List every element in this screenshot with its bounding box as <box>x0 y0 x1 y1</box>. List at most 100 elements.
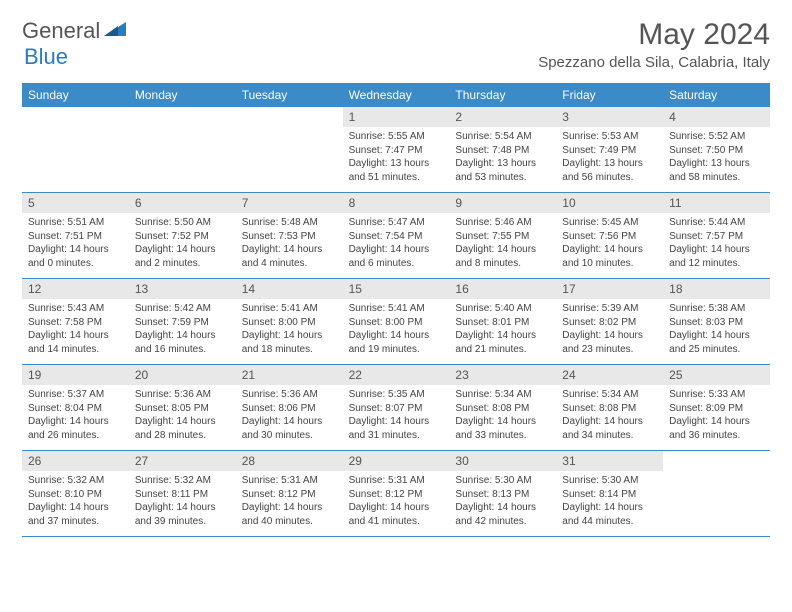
day-cell: 21Sunrise: 5:36 AMSunset: 8:06 PMDayligh… <box>236 365 343 451</box>
day-number: 11 <box>663 193 770 213</box>
logo-text-general: General <box>22 18 100 44</box>
day-number: 21 <box>236 365 343 385</box>
weekday-header: Monday <box>129 83 236 107</box>
day-cell: 10Sunrise: 5:45 AMSunset: 7:56 PMDayligh… <box>556 193 663 279</box>
triangle-icon <box>104 20 126 41</box>
day-number: 29 <box>343 451 450 471</box>
day-number: 1 <box>343 107 450 127</box>
day-cell: 16Sunrise: 5:40 AMSunset: 8:01 PMDayligh… <box>449 279 556 365</box>
day-number: 25 <box>663 365 770 385</box>
calendar-grid: 1Sunrise: 5:55 AMSunset: 7:47 PMDaylight… <box>22 107 770 537</box>
empty-day-cell <box>129 107 236 193</box>
weekday-header: Sunday <box>22 83 129 107</box>
day-cell: 23Sunrise: 5:34 AMSunset: 8:08 PMDayligh… <box>449 365 556 451</box>
day-cell: 9Sunrise: 5:46 AMSunset: 7:55 PMDaylight… <box>449 193 556 279</box>
day-details: Sunrise: 5:31 AMSunset: 8:12 PMDaylight:… <box>236 471 343 534</box>
day-cell: 3Sunrise: 5:53 AMSunset: 7:49 PMDaylight… <box>556 107 663 193</box>
day-number: 12 <box>22 279 129 299</box>
day-cell: 30Sunrise: 5:30 AMSunset: 8:13 PMDayligh… <box>449 451 556 537</box>
day-cell: 13Sunrise: 5:42 AMSunset: 7:59 PMDayligh… <box>129 279 236 365</box>
day-details: Sunrise: 5:32 AMSunset: 8:10 PMDaylight:… <box>22 471 129 534</box>
day-number: 14 <box>236 279 343 299</box>
day-cell: 28Sunrise: 5:31 AMSunset: 8:12 PMDayligh… <box>236 451 343 537</box>
day-cell: 11Sunrise: 5:44 AMSunset: 7:57 PMDayligh… <box>663 193 770 279</box>
day-cell: 31Sunrise: 5:30 AMSunset: 8:14 PMDayligh… <box>556 451 663 537</box>
day-number: 20 <box>129 365 236 385</box>
day-details: Sunrise: 5:35 AMSunset: 8:07 PMDaylight:… <box>343 385 450 448</box>
day-details: Sunrise: 5:55 AMSunset: 7:47 PMDaylight:… <box>343 127 450 190</box>
day-number: 23 <box>449 365 556 385</box>
day-cell: 2Sunrise: 5:54 AMSunset: 7:48 PMDaylight… <box>449 107 556 193</box>
day-number: 3 <box>556 107 663 127</box>
day-cell: 20Sunrise: 5:36 AMSunset: 8:05 PMDayligh… <box>129 365 236 451</box>
day-number: 24 <box>556 365 663 385</box>
weekday-header: Saturday <box>663 83 770 107</box>
day-cell: 19Sunrise: 5:37 AMSunset: 8:04 PMDayligh… <box>22 365 129 451</box>
page-header: General May 2024 Spezzano della Sila, Ca… <box>0 0 792 77</box>
day-details: Sunrise: 5:41 AMSunset: 8:00 PMDaylight:… <box>343 299 450 362</box>
weekday-header-row: SundayMondayTuesdayWednesdayThursdayFrid… <box>22 83 770 107</box>
day-details: Sunrise: 5:51 AMSunset: 7:51 PMDaylight:… <box>22 213 129 276</box>
day-details: Sunrise: 5:30 AMSunset: 8:13 PMDaylight:… <box>449 471 556 534</box>
day-number: 5 <box>22 193 129 213</box>
day-cell: 8Sunrise: 5:47 AMSunset: 7:54 PMDaylight… <box>343 193 450 279</box>
day-number: 15 <box>343 279 450 299</box>
day-details: Sunrise: 5:47 AMSunset: 7:54 PMDaylight:… <box>343 213 450 276</box>
title-block: May 2024 Spezzano della Sila, Calabria, … <box>538 18 770 71</box>
day-cell: 5Sunrise: 5:51 AMSunset: 7:51 PMDaylight… <box>22 193 129 279</box>
day-details: Sunrise: 5:39 AMSunset: 8:02 PMDaylight:… <box>556 299 663 362</box>
day-details: Sunrise: 5:38 AMSunset: 8:03 PMDaylight:… <box>663 299 770 362</box>
day-cell: 14Sunrise: 5:41 AMSunset: 8:00 PMDayligh… <box>236 279 343 365</box>
day-number: 7 <box>236 193 343 213</box>
day-number: 19 <box>22 365 129 385</box>
day-details: Sunrise: 5:30 AMSunset: 8:14 PMDaylight:… <box>556 471 663 534</box>
day-details: Sunrise: 5:45 AMSunset: 7:56 PMDaylight:… <box>556 213 663 276</box>
day-number: 31 <box>556 451 663 471</box>
logo: General <box>22 18 128 44</box>
day-number: 2 <box>449 107 556 127</box>
weekday-header: Friday <box>556 83 663 107</box>
day-details: Sunrise: 5:53 AMSunset: 7:49 PMDaylight:… <box>556 127 663 190</box>
day-cell: 27Sunrise: 5:32 AMSunset: 8:11 PMDayligh… <box>129 451 236 537</box>
day-details: Sunrise: 5:37 AMSunset: 8:04 PMDaylight:… <box>22 385 129 448</box>
weekday-header: Tuesday <box>236 83 343 107</box>
weekday-header: Wednesday <box>343 83 450 107</box>
day-cell: 17Sunrise: 5:39 AMSunset: 8:02 PMDayligh… <box>556 279 663 365</box>
month-title: May 2024 <box>538 18 770 52</box>
day-cell: 12Sunrise: 5:43 AMSunset: 7:58 PMDayligh… <box>22 279 129 365</box>
day-number: 6 <box>129 193 236 213</box>
weekday-header: Thursday <box>449 83 556 107</box>
day-details: Sunrise: 5:36 AMSunset: 8:06 PMDaylight:… <box>236 385 343 448</box>
day-details: Sunrise: 5:54 AMSunset: 7:48 PMDaylight:… <box>449 127 556 190</box>
day-details: Sunrise: 5:40 AMSunset: 8:01 PMDaylight:… <box>449 299 556 362</box>
day-details: Sunrise: 5:46 AMSunset: 7:55 PMDaylight:… <box>449 213 556 276</box>
day-number: 13 <box>129 279 236 299</box>
day-cell: 25Sunrise: 5:33 AMSunset: 8:09 PMDayligh… <box>663 365 770 451</box>
day-details: Sunrise: 5:42 AMSunset: 7:59 PMDaylight:… <box>129 299 236 362</box>
logo-text-blue: Blue <box>24 44 68 70</box>
day-details: Sunrise: 5:48 AMSunset: 7:53 PMDaylight:… <box>236 213 343 276</box>
day-cell: 7Sunrise: 5:48 AMSunset: 7:53 PMDaylight… <box>236 193 343 279</box>
day-number: 9 <box>449 193 556 213</box>
day-details: Sunrise: 5:34 AMSunset: 8:08 PMDaylight:… <box>556 385 663 448</box>
location: Spezzano della Sila, Calabria, Italy <box>538 54 770 71</box>
day-number: 22 <box>343 365 450 385</box>
day-cell: 6Sunrise: 5:50 AMSunset: 7:52 PMDaylight… <box>129 193 236 279</box>
day-cell: 15Sunrise: 5:41 AMSunset: 8:00 PMDayligh… <box>343 279 450 365</box>
day-cell: 1Sunrise: 5:55 AMSunset: 7:47 PMDaylight… <box>343 107 450 193</box>
day-details: Sunrise: 5:41 AMSunset: 8:00 PMDaylight:… <box>236 299 343 362</box>
day-cell: 4Sunrise: 5:52 AMSunset: 7:50 PMDaylight… <box>663 107 770 193</box>
day-number: 28 <box>236 451 343 471</box>
day-cell: 24Sunrise: 5:34 AMSunset: 8:08 PMDayligh… <box>556 365 663 451</box>
day-details: Sunrise: 5:34 AMSunset: 8:08 PMDaylight:… <box>449 385 556 448</box>
day-details: Sunrise: 5:32 AMSunset: 8:11 PMDaylight:… <box>129 471 236 534</box>
day-number: 8 <box>343 193 450 213</box>
day-details: Sunrise: 5:33 AMSunset: 8:09 PMDaylight:… <box>663 385 770 448</box>
day-details: Sunrise: 5:50 AMSunset: 7:52 PMDaylight:… <box>129 213 236 276</box>
day-details: Sunrise: 5:36 AMSunset: 8:05 PMDaylight:… <box>129 385 236 448</box>
empty-day-cell <box>236 107 343 193</box>
day-number: 30 <box>449 451 556 471</box>
day-number: 4 <box>663 107 770 127</box>
day-number: 16 <box>449 279 556 299</box>
day-cell: 26Sunrise: 5:32 AMSunset: 8:10 PMDayligh… <box>22 451 129 537</box>
